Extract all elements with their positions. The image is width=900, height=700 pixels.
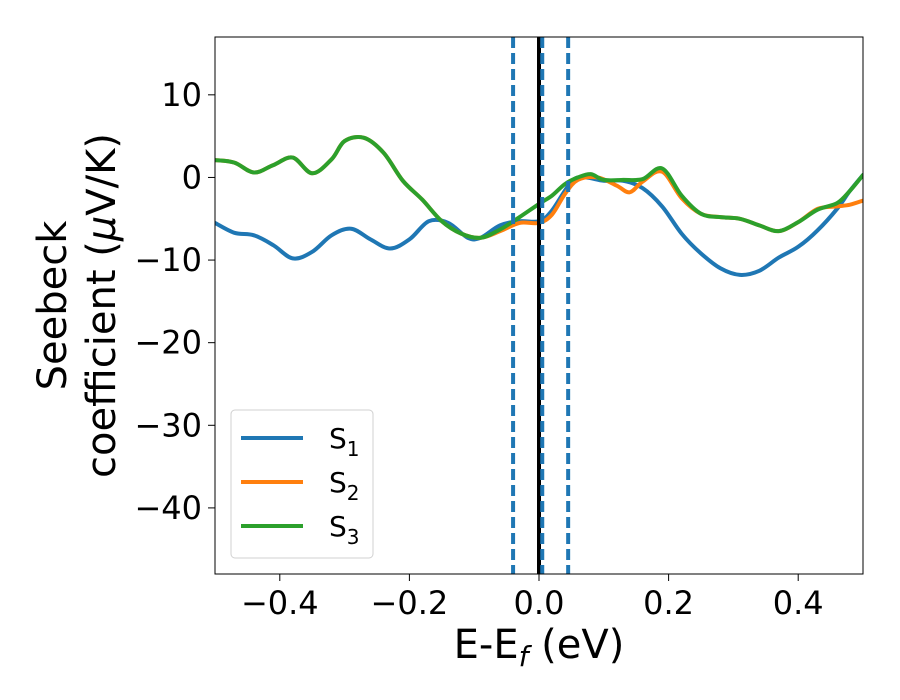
x-tick-label: 0.2 — [643, 584, 694, 622]
y-axis-label-line2: coefficient (μV/K) — [79, 133, 125, 478]
y-tick-label: −40 — [134, 489, 202, 527]
series-group — [215, 37, 863, 574]
legend-label-2: S2 — [329, 466, 360, 505]
x-axis-label: E-Ef (eV) — [454, 622, 625, 673]
legend-label-name: S — [329, 510, 347, 543]
legend-label-sub: 1 — [347, 437, 360, 461]
y-axis-label-unit: V/K) — [79, 133, 125, 216]
y-tick-label: 10 — [161, 76, 202, 114]
legend-label-sub: 3 — [347, 525, 360, 549]
legend-label-name: S — [329, 422, 347, 455]
x-tick-label: 0.4 — [773, 584, 824, 622]
legend-label-3: S3 — [329, 510, 360, 549]
axis-labels: E-Ef (eV) Seebeck coefficient (μV/K) — [30, 133, 624, 673]
x-axis-label-main: E-E — [454, 622, 519, 668]
y-tick-label: −30 — [134, 406, 202, 444]
plot-area — [215, 37, 863, 574]
legend-label-sub: 2 — [347, 481, 360, 505]
y-axis-label-line1: Seebeck — [30, 220, 76, 391]
x-tick-label: −0.4 — [241, 584, 319, 622]
y-tick-label: 0 — [182, 158, 202, 196]
y-tick-label: −10 — [134, 241, 202, 279]
y-axis-label-mu: μ — [79, 216, 125, 242]
y-axis-label-text: coefficient ( — [79, 241, 125, 478]
axes: −0.4 −0.2 0.0 0.2 0.4 10 0 −10 −20 −30 −40 — [134, 36, 864, 622]
x-tick-label: −0.2 — [371, 584, 449, 622]
y-tick-label: −20 — [134, 324, 202, 362]
series-line-3 — [215, 135, 863, 240]
legend-label-name: S — [329, 466, 347, 499]
x-tick-label: 0.0 — [514, 584, 565, 622]
legend-label-1: S1 — [329, 422, 360, 461]
series-line-1 — [215, 173, 863, 277]
x-axis-label-unit: (eV) — [528, 622, 624, 668]
